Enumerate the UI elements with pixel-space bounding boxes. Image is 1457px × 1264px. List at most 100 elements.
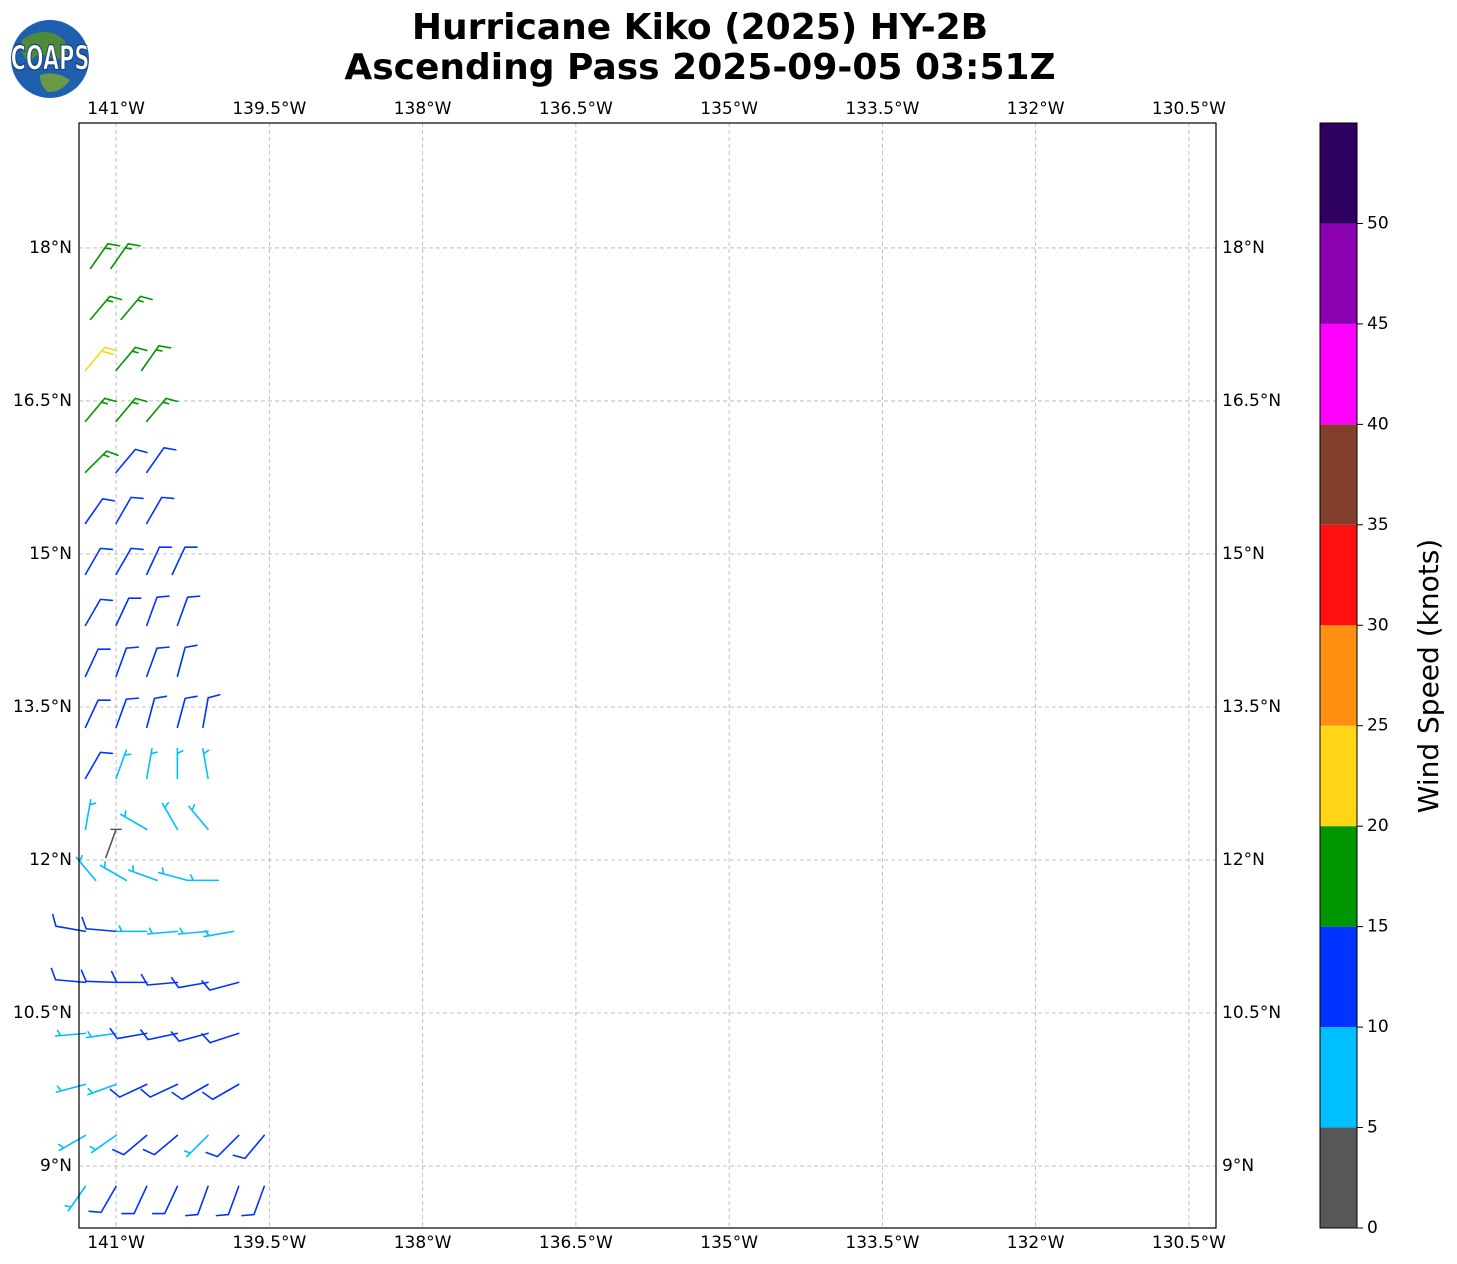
wind-barb <box>84 346 118 372</box>
colorbar-bin <box>1320 123 1357 224</box>
colorbar-bin <box>1320 826 1357 927</box>
wind-barb <box>115 397 148 423</box>
colorbar-tick-label: 40 <box>1367 414 1389 434</box>
x-tick-label: 141°W <box>87 99 145 119</box>
wind-barb <box>203 930 235 938</box>
logo-text: COAPS <box>11 38 90 78</box>
colorbar-bin <box>1320 323 1357 425</box>
x-tick-label: 139.5°W <box>232 99 306 119</box>
wind-barb <box>171 1083 209 1101</box>
wind-barb <box>89 295 123 321</box>
wind-barb <box>115 496 144 525</box>
y-tick-label: 16.5°N <box>13 391 72 411</box>
x-tick-label: 136.5°W <box>539 99 613 119</box>
wind-barb <box>110 970 148 984</box>
colorbar-bin <box>1320 625 1357 726</box>
colorbar-tick-label: 30 <box>1367 615 1389 635</box>
colorbar-bin <box>1320 424 1357 525</box>
plot-frame <box>78 122 1217 1229</box>
y-tick-label: 12°N <box>1222 850 1265 870</box>
wind-barb <box>142 1134 179 1156</box>
x-tick-label: 132°W <box>1007 99 1065 119</box>
wind-barb <box>202 693 221 729</box>
x-tick-label: 133.5°W <box>845 99 919 119</box>
wind-barb <box>120 295 153 321</box>
colorbar-bin <box>1320 725 1357 827</box>
wind-barb <box>115 749 132 780</box>
wind-barb <box>241 1185 266 1217</box>
x-tick-label: 135°W <box>700 99 758 119</box>
wind-barb <box>205 1134 240 1158</box>
wind-barb <box>232 1134 266 1160</box>
colorbar-tick-label: 10 <box>1367 1017 1389 1037</box>
logo-land <box>40 73 70 92</box>
wind-barb <box>84 751 114 780</box>
colorbar-bin <box>1320 926 1357 1028</box>
wind-barb <box>84 497 116 525</box>
barbs <box>50 242 266 1217</box>
wind-barb <box>115 346 148 372</box>
wind-barb <box>140 1083 179 1098</box>
y-tick-label: 18°N <box>1222 238 1265 258</box>
x-tick-label: 132°W <box>1007 1233 1065 1253</box>
colorbar-bin <box>1320 1127 1357 1228</box>
wind-barb <box>145 397 179 423</box>
wind-barb <box>89 1134 117 1154</box>
x-tick-label: 135°W <box>700 1233 758 1253</box>
wind-barb <box>187 803 209 831</box>
wind-barb <box>145 695 168 729</box>
wind-barb <box>110 242 141 270</box>
wind-barb <box>115 597 142 627</box>
x-tick-label: 130.5°W <box>1152 1233 1226 1253</box>
y-tick-label: 15°N <box>1222 544 1265 564</box>
y-tick-label: 12°N <box>29 850 72 870</box>
colorbar-tick-label: 45 <box>1367 314 1389 334</box>
x-tick-label: 138°W <box>394 1233 452 1253</box>
wind-barb <box>50 967 87 984</box>
wind-barb <box>171 546 198 576</box>
colorbar-tick-label: 5 <box>1367 1118 1378 1138</box>
chart-title: Hurricane Kiko (2025) HY-2B <box>412 7 988 48</box>
logo-land <box>21 32 67 62</box>
wind-barb <box>119 810 148 831</box>
wind-barb <box>187 874 220 882</box>
wind-barb <box>80 969 117 984</box>
wind-barb <box>55 1083 87 1093</box>
y-tick-label: 18°N <box>29 238 72 258</box>
wind-barb <box>161 802 179 831</box>
y-tick-label: 13.5°N <box>1222 697 1281 717</box>
wind-barb <box>202 748 210 780</box>
colorbar-bin <box>1320 524 1357 626</box>
wind-barb <box>145 496 175 525</box>
colorbar: 0 5 10 15 20 25 30 35 40 45 50 <box>1319 122 1389 1238</box>
wind-barb <box>201 980 240 991</box>
x-tick-label: 130.5°W <box>1152 99 1226 119</box>
y-tick-label: 15°N <box>29 544 72 564</box>
colorbar-tick-label: 15 <box>1367 917 1389 937</box>
wind-barb <box>89 242 121 270</box>
wind-barb <box>115 448 148 474</box>
x-tick-label: 138°W <box>394 99 452 119</box>
colorbar-bin <box>1320 1027 1357 1128</box>
wind-barb <box>176 644 198 678</box>
wind-barb <box>177 927 209 935</box>
y-tick-label: 13.5°N <box>13 697 72 717</box>
logo: COAPS <box>10 20 90 98</box>
wind-barb <box>85 1031 117 1039</box>
wind-barb <box>115 925 148 933</box>
wind-barb <box>84 547 114 576</box>
y-tick-label: 9°N <box>40 1156 72 1176</box>
grid <box>79 123 1216 1228</box>
wind-barb <box>151 1185 179 1215</box>
colorbar-tick-label: 35 <box>1367 515 1389 535</box>
colorbar-frame <box>1319 122 1358 1229</box>
wind-barb <box>88 1185 117 1214</box>
wind-barb <box>115 697 140 729</box>
wind-barb <box>157 867 189 882</box>
wind-barb <box>145 748 158 780</box>
wind-barb <box>140 344 172 372</box>
wind-barb <box>87 1083 117 1096</box>
wind-barb <box>201 1032 240 1044</box>
chart-subtitle: Ascending Pass 2025-09-05 03:51Z <box>344 47 1055 88</box>
wind-barb <box>81 916 117 933</box>
